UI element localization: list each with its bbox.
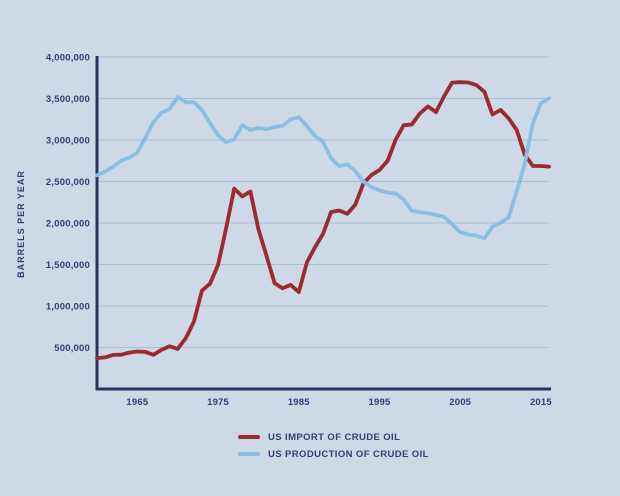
legend-label-production: US PRODUCTION OF CRUDE OIL xyxy=(268,448,429,460)
production-line xyxy=(95,95,551,241)
import-line xyxy=(95,80,551,361)
y-tick-label: 3,000,000 xyxy=(46,136,90,147)
x-tick-label: 1985 xyxy=(288,397,310,408)
production-line-swatch xyxy=(238,452,260,456)
y-tick-label: 2,500,000 xyxy=(46,177,90,188)
y-tick-label: 1,500,000 xyxy=(46,260,90,271)
legend: US IMPORT OF CRUDE OIL US PRODUCTION OF … xyxy=(238,431,429,460)
legend-item-production: US PRODUCTION OF CRUDE OIL xyxy=(238,448,429,460)
y-tick-label: 1,000,000 xyxy=(46,302,90,313)
y-axis-title: BARRELS PER YEAR xyxy=(16,170,26,278)
y-tick-label: 500,000 xyxy=(54,343,90,354)
y-tick-label: 3,500,000 xyxy=(46,94,90,105)
x-tick-label: 2015 xyxy=(530,397,552,408)
x-tick-label: 1965 xyxy=(126,397,148,408)
y-tick-label: 4,000,000 xyxy=(46,53,90,64)
import-line-swatch xyxy=(238,435,260,439)
line-chart: 500,000 1,000,000 1,500,000 2,000,000 2,500,… xyxy=(16,53,552,409)
legend-item-import: US IMPORT OF CRUDE OIL xyxy=(238,431,429,443)
x-tick-label: 1975 xyxy=(207,397,229,408)
y-tick-label: 2,000,000 xyxy=(46,219,90,230)
x-tick-label: 1995 xyxy=(369,397,391,408)
x-tick-label: 2005 xyxy=(449,397,471,408)
legend-label-import: US IMPORT OF CRUDE OIL xyxy=(268,431,401,443)
